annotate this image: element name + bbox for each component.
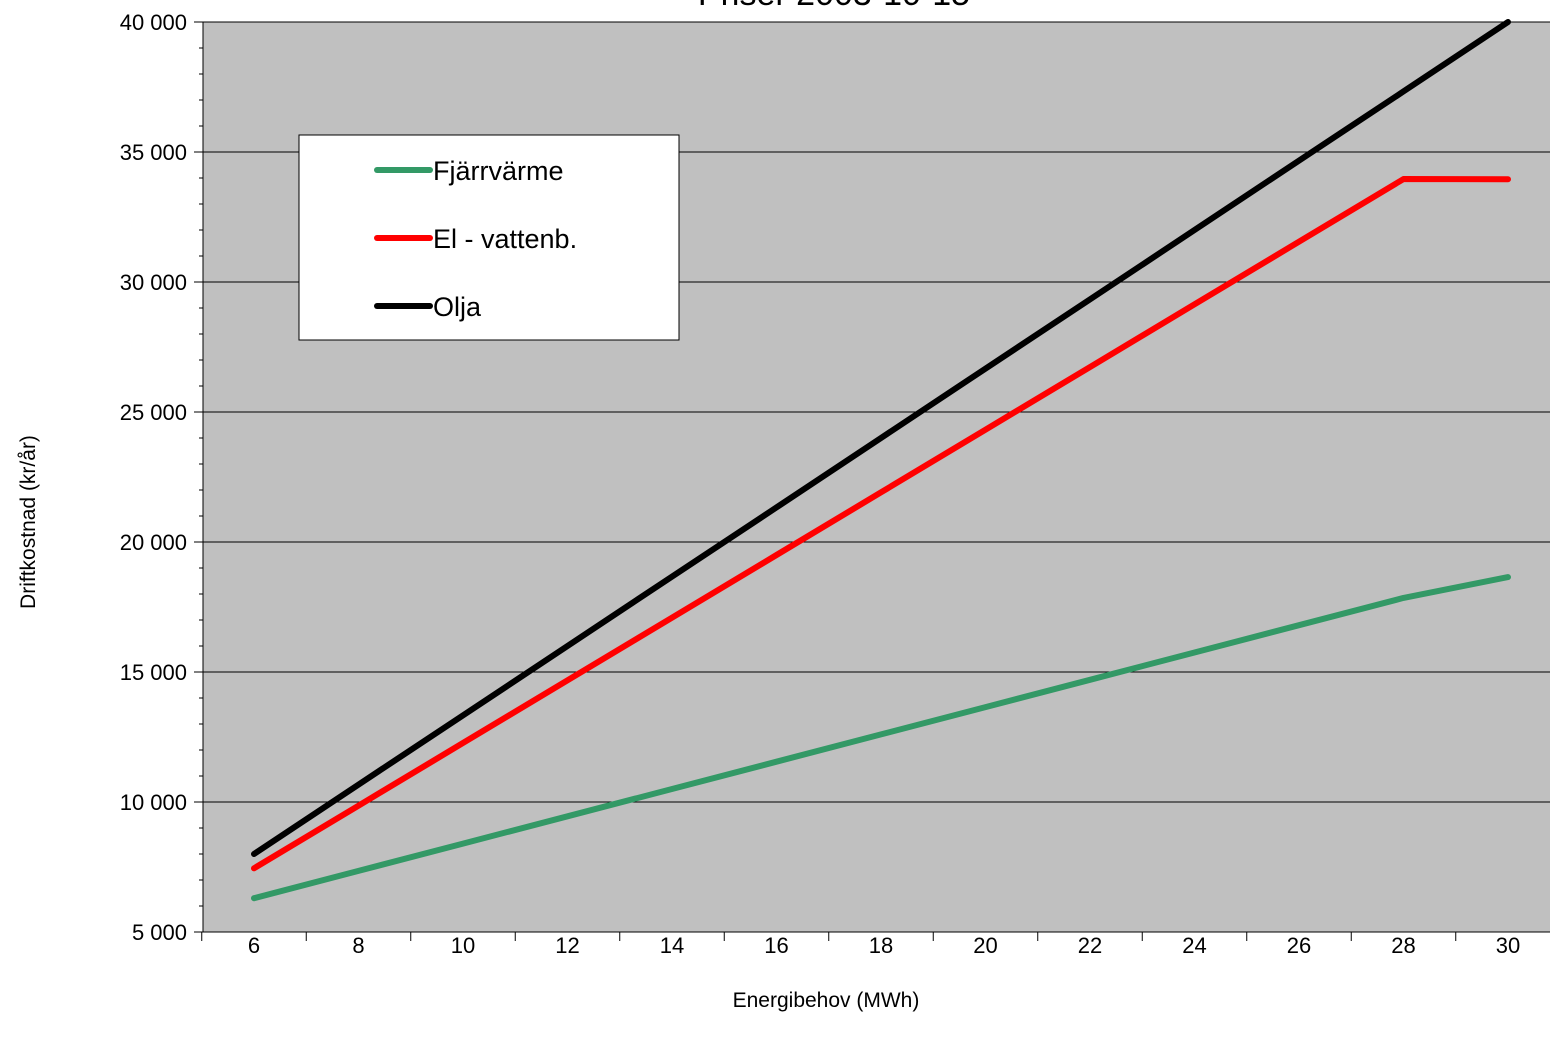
y-axis-title: Driftkostnad (kr/år) bbox=[17, 435, 40, 609]
y-tick-label: 15 000 bbox=[120, 660, 187, 685]
legend-label: El - vattenb. bbox=[433, 224, 577, 254]
x-tick-label: 12 bbox=[555, 933, 579, 958]
x-tick-label: 18 bbox=[869, 933, 893, 958]
x-axis-title: Energibehov (MWh) bbox=[733, 989, 920, 1012]
x-tick-label: 8 bbox=[352, 933, 364, 958]
legend-label: Fjärrvärme bbox=[433, 156, 564, 186]
grid-lines bbox=[203, 21, 1550, 803]
series-line bbox=[251, 19, 1511, 857]
x-tick-label: 28 bbox=[1391, 933, 1415, 958]
x-tick-label: 14 bbox=[660, 933, 684, 958]
x-tick-label: 20 bbox=[973, 933, 997, 958]
axes: 5 000 10 000 15 000 20 000 25 000 30 000 35 00… bbox=[120, 10, 1550, 958]
y-tick-label: 25 000 bbox=[120, 400, 187, 425]
legend-box bbox=[298, 134, 680, 341]
y-tick-label: 35 000 bbox=[120, 140, 187, 165]
y-tick-label: 20 000 bbox=[120, 530, 187, 555]
y-tick-label: 5 000 bbox=[132, 920, 187, 945]
x-tick-label: 16 bbox=[764, 933, 788, 958]
chart-title: Priser 2003-10-15 bbox=[698, 0, 970, 13]
x-tick-label: 26 bbox=[1287, 933, 1311, 958]
legend: Fjärrvärme El - vattenb. Olja bbox=[298, 134, 680, 341]
y-tick-label: 30 000 bbox=[120, 270, 187, 295]
y-tick-label: 40 000 bbox=[120, 10, 187, 35]
series-line bbox=[251, 574, 1511, 902]
x-tick-label: 24 bbox=[1182, 933, 1206, 958]
series-line bbox=[251, 176, 1511, 872]
y-tick-label: 10 000 bbox=[120, 790, 187, 815]
x-tick-label: 6 bbox=[248, 933, 260, 958]
series-layer bbox=[251, 19, 1511, 902]
x-tick-label: 30 bbox=[1496, 933, 1520, 958]
x-tick-label: 10 bbox=[451, 933, 475, 958]
x-tick-label: 22 bbox=[1078, 933, 1102, 958]
legend-label: Olja bbox=[433, 292, 482, 322]
